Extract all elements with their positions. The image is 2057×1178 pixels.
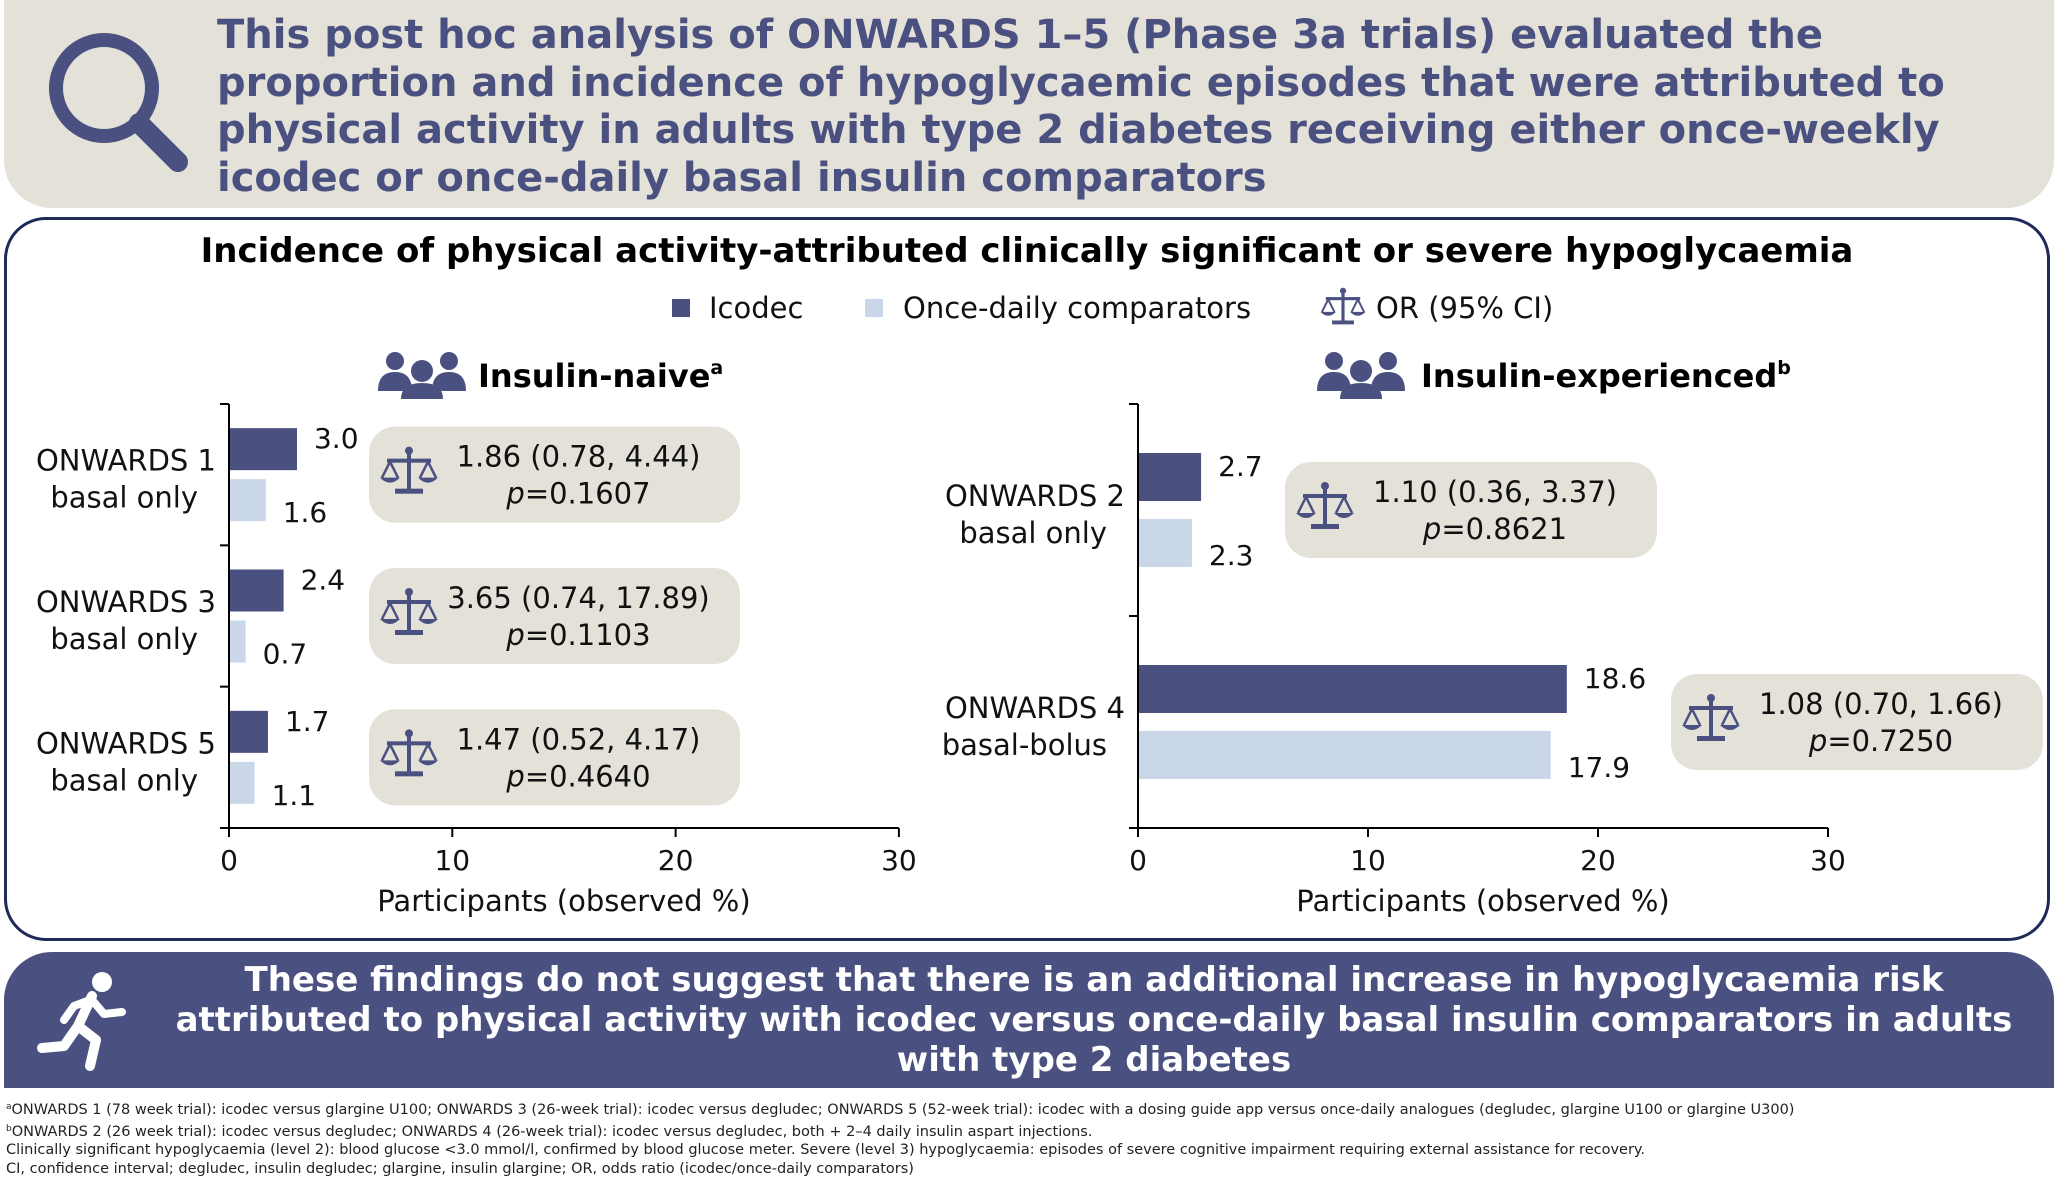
or-value-naive: 1.47 (0.52, 4.17) <box>457 722 701 756</box>
category-name-naive: ONWARDS 1 <box>36 444 216 478</box>
x-tick-label-experienced: 30 <box>1810 844 1846 877</box>
category-name-naive: ONWARDS 3 <box>36 585 216 619</box>
x-tick-label-experienced: 10 <box>1350 844 1386 877</box>
data-label-comparators-naive: 1.6 <box>283 496 328 529</box>
p-text-naive: =0.4640 <box>525 759 651 793</box>
or-value-experienced: 1.10 (0.36, 3.37) <box>1373 475 1617 509</box>
footnote-definitions: Clinically significant hypoglycaemia (le… <box>6 1141 2046 1160</box>
p-text-experienced: =0.7250 <box>1827 724 1953 758</box>
footnote-a: aONWARDS 1 (78 week trial): icodec versu… <box>6 1098 2046 1120</box>
panel-title-experienced: Insulin-experiencedb <box>1421 357 1791 395</box>
category-name-naive: ONWARDS 5 <box>36 726 216 760</box>
category-name-experienced: ONWARDS 4 <box>945 691 1125 725</box>
bar-icodec-naive <box>230 570 284 612</box>
data-label-icodec-experienced: 2.7 <box>1218 450 1263 483</box>
p-value-naive: p=0.4640 <box>505 759 650 793</box>
x-tick-label-experienced: 0 <box>1129 844 1147 877</box>
legend-label-or: OR (95% CI) <box>1376 291 1553 325</box>
header-banner: This post hoc analysis of ONWARDS 1–5 (P… <box>4 0 2054 208</box>
footnotes: aONWARDS 1 (78 week trial): icodec versu… <box>6 1098 2046 1178</box>
category-sub-naive: basal only <box>50 763 198 797</box>
category-name-experienced: ONWARDS 2 <box>945 479 1125 513</box>
data-label-comparators-experienced: 2.3 <box>1209 539 1254 572</box>
x-tick-label-experienced: 20 <box>1580 844 1616 877</box>
panel-title-sup-experienced: b <box>1777 357 1791 379</box>
data-label-icodec-naive: 3.0 <box>314 422 359 455</box>
legend-swatch-comparators <box>865 299 883 317</box>
people-icon <box>1317 352 1405 399</box>
p-value-experienced: p=0.7250 <box>1808 724 1953 758</box>
chart-panel: Incidence of physical activity-attribute… <box>4 217 2050 941</box>
p-text-naive: =0.1103 <box>525 618 651 652</box>
category-sub-naive: basal only <box>50 481 198 515</box>
p-text-experienced: =0.8621 <box>1441 512 1567 546</box>
data-label-icodec-naive: 2.4 <box>301 564 346 597</box>
data-label-icodec-naive: 1.7 <box>285 705 330 738</box>
or-value-naive: 1.86 (0.78, 4.44) <box>457 440 701 474</box>
category-sub-naive: basal only <box>50 622 198 656</box>
data-label-comparators-naive: 1.1 <box>272 779 317 812</box>
x-tick-label-naive: 30 <box>881 844 917 877</box>
or-value-naive: 3.65 (0.74, 17.89) <box>447 581 709 615</box>
running-person-icon <box>34 968 140 1074</box>
x-tick-label-naive: 10 <box>434 844 470 877</box>
bar-comparators-naive <box>230 479 266 521</box>
legend-label-comparators: Once-daily comparators <box>903 291 1251 325</box>
p-label-naive: p <box>505 618 524 652</box>
bar-icodec-naive <box>230 711 268 753</box>
magnifier-icon <box>38 22 198 182</box>
legend-swatch-icodec <box>672 299 690 317</box>
bar-icodec-experienced <box>1139 665 1567 713</box>
p-label-naive: p <box>505 477 524 511</box>
x-axis-label-experienced: Participants (observed %) <box>1296 884 1669 918</box>
p-label-experienced: p <box>1422 512 1441 546</box>
data-label-icodec-experienced: 18.6 <box>1584 662 1646 695</box>
x-tick-label-naive: 20 <box>658 844 694 877</box>
or-value-experienced: 1.08 (0.70, 1.66) <box>1759 687 2003 721</box>
panel-title-naive: Insulin-naivea <box>478 357 723 395</box>
bar-icodec-experienced <box>1139 453 1201 501</box>
p-value-naive: p=0.1607 <box>505 477 650 511</box>
footnote-abbreviations: CI, confidence interval; degludec, insul… <box>6 1160 2046 1178</box>
bar-comparators-experienced <box>1139 731 1551 779</box>
data-label-comparators-experienced: 17.9 <box>1568 751 1630 784</box>
x-axis-label-naive: Participants (observed %) <box>377 884 750 918</box>
conclusion-text: These findings do not suggest that there… <box>164 960 2024 1080</box>
chart-title: Incidence of physical activity-attribute… <box>201 231 1854 271</box>
people-icon <box>378 352 466 399</box>
x-tick-label-naive: 0 <box>220 844 238 877</box>
chart-svg: Incidence of physical activity-attribute… <box>7 220 2047 938</box>
legend-label-icodec: Icodec <box>709 291 803 325</box>
bar-comparators-naive <box>230 621 246 663</box>
category-sub-experienced: basal only <box>959 516 1107 550</box>
bar-icodec-naive <box>230 428 297 470</box>
data-label-comparators-naive: 0.7 <box>263 638 308 671</box>
category-sub-experienced: basal-bolus <box>942 728 1107 762</box>
p-text-naive: =0.1607 <box>525 477 651 511</box>
p-value-experienced: p=0.8621 <box>1422 512 1567 546</box>
bar-comparators-naive <box>230 762 255 804</box>
p-value-naive: p=0.1103 <box>505 618 650 652</box>
p-label-naive: p <box>505 759 524 793</box>
scale-icon <box>1320 288 1365 325</box>
conclusion-banner: These findings do not suggest that there… <box>4 952 2054 1088</box>
header-text: This post hoc analysis of ONWARDS 1–5 (P… <box>217 12 2037 202</box>
p-label-experienced: p <box>1808 724 1827 758</box>
footnote-b: bONWARDS 2 (26 week trial): icodec versu… <box>6 1120 2046 1142</box>
panel-title-sup-naive: a <box>710 357 723 379</box>
bar-comparators-experienced <box>1139 519 1192 567</box>
